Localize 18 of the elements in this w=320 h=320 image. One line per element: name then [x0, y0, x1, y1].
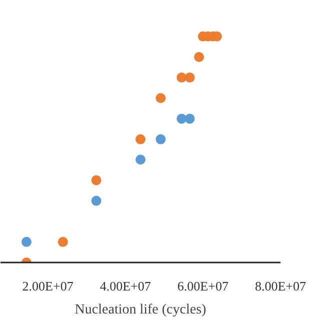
point [184, 114, 195, 124]
point [91, 175, 102, 186]
x-tick-label: 4.00E+07 [100, 278, 152, 294]
x-tick-label: 8.00E+07 [254, 278, 307, 294]
point [156, 134, 166, 144]
point [58, 236, 68, 247]
point [91, 196, 102, 206]
point [194, 52, 204, 62]
point [156, 93, 166, 104]
point [176, 114, 187, 124]
point [136, 154, 146, 165]
point [184, 72, 195, 83]
point [21, 236, 32, 247]
point [176, 72, 187, 83]
x-axis-title: Nucleation life (cycles) [74, 302, 207, 318]
x-tick-label: 2.00E+07 [22, 278, 74, 294]
point [136, 134, 146, 144]
x-tick-label: 6.00E+07 [177, 278, 229, 294]
